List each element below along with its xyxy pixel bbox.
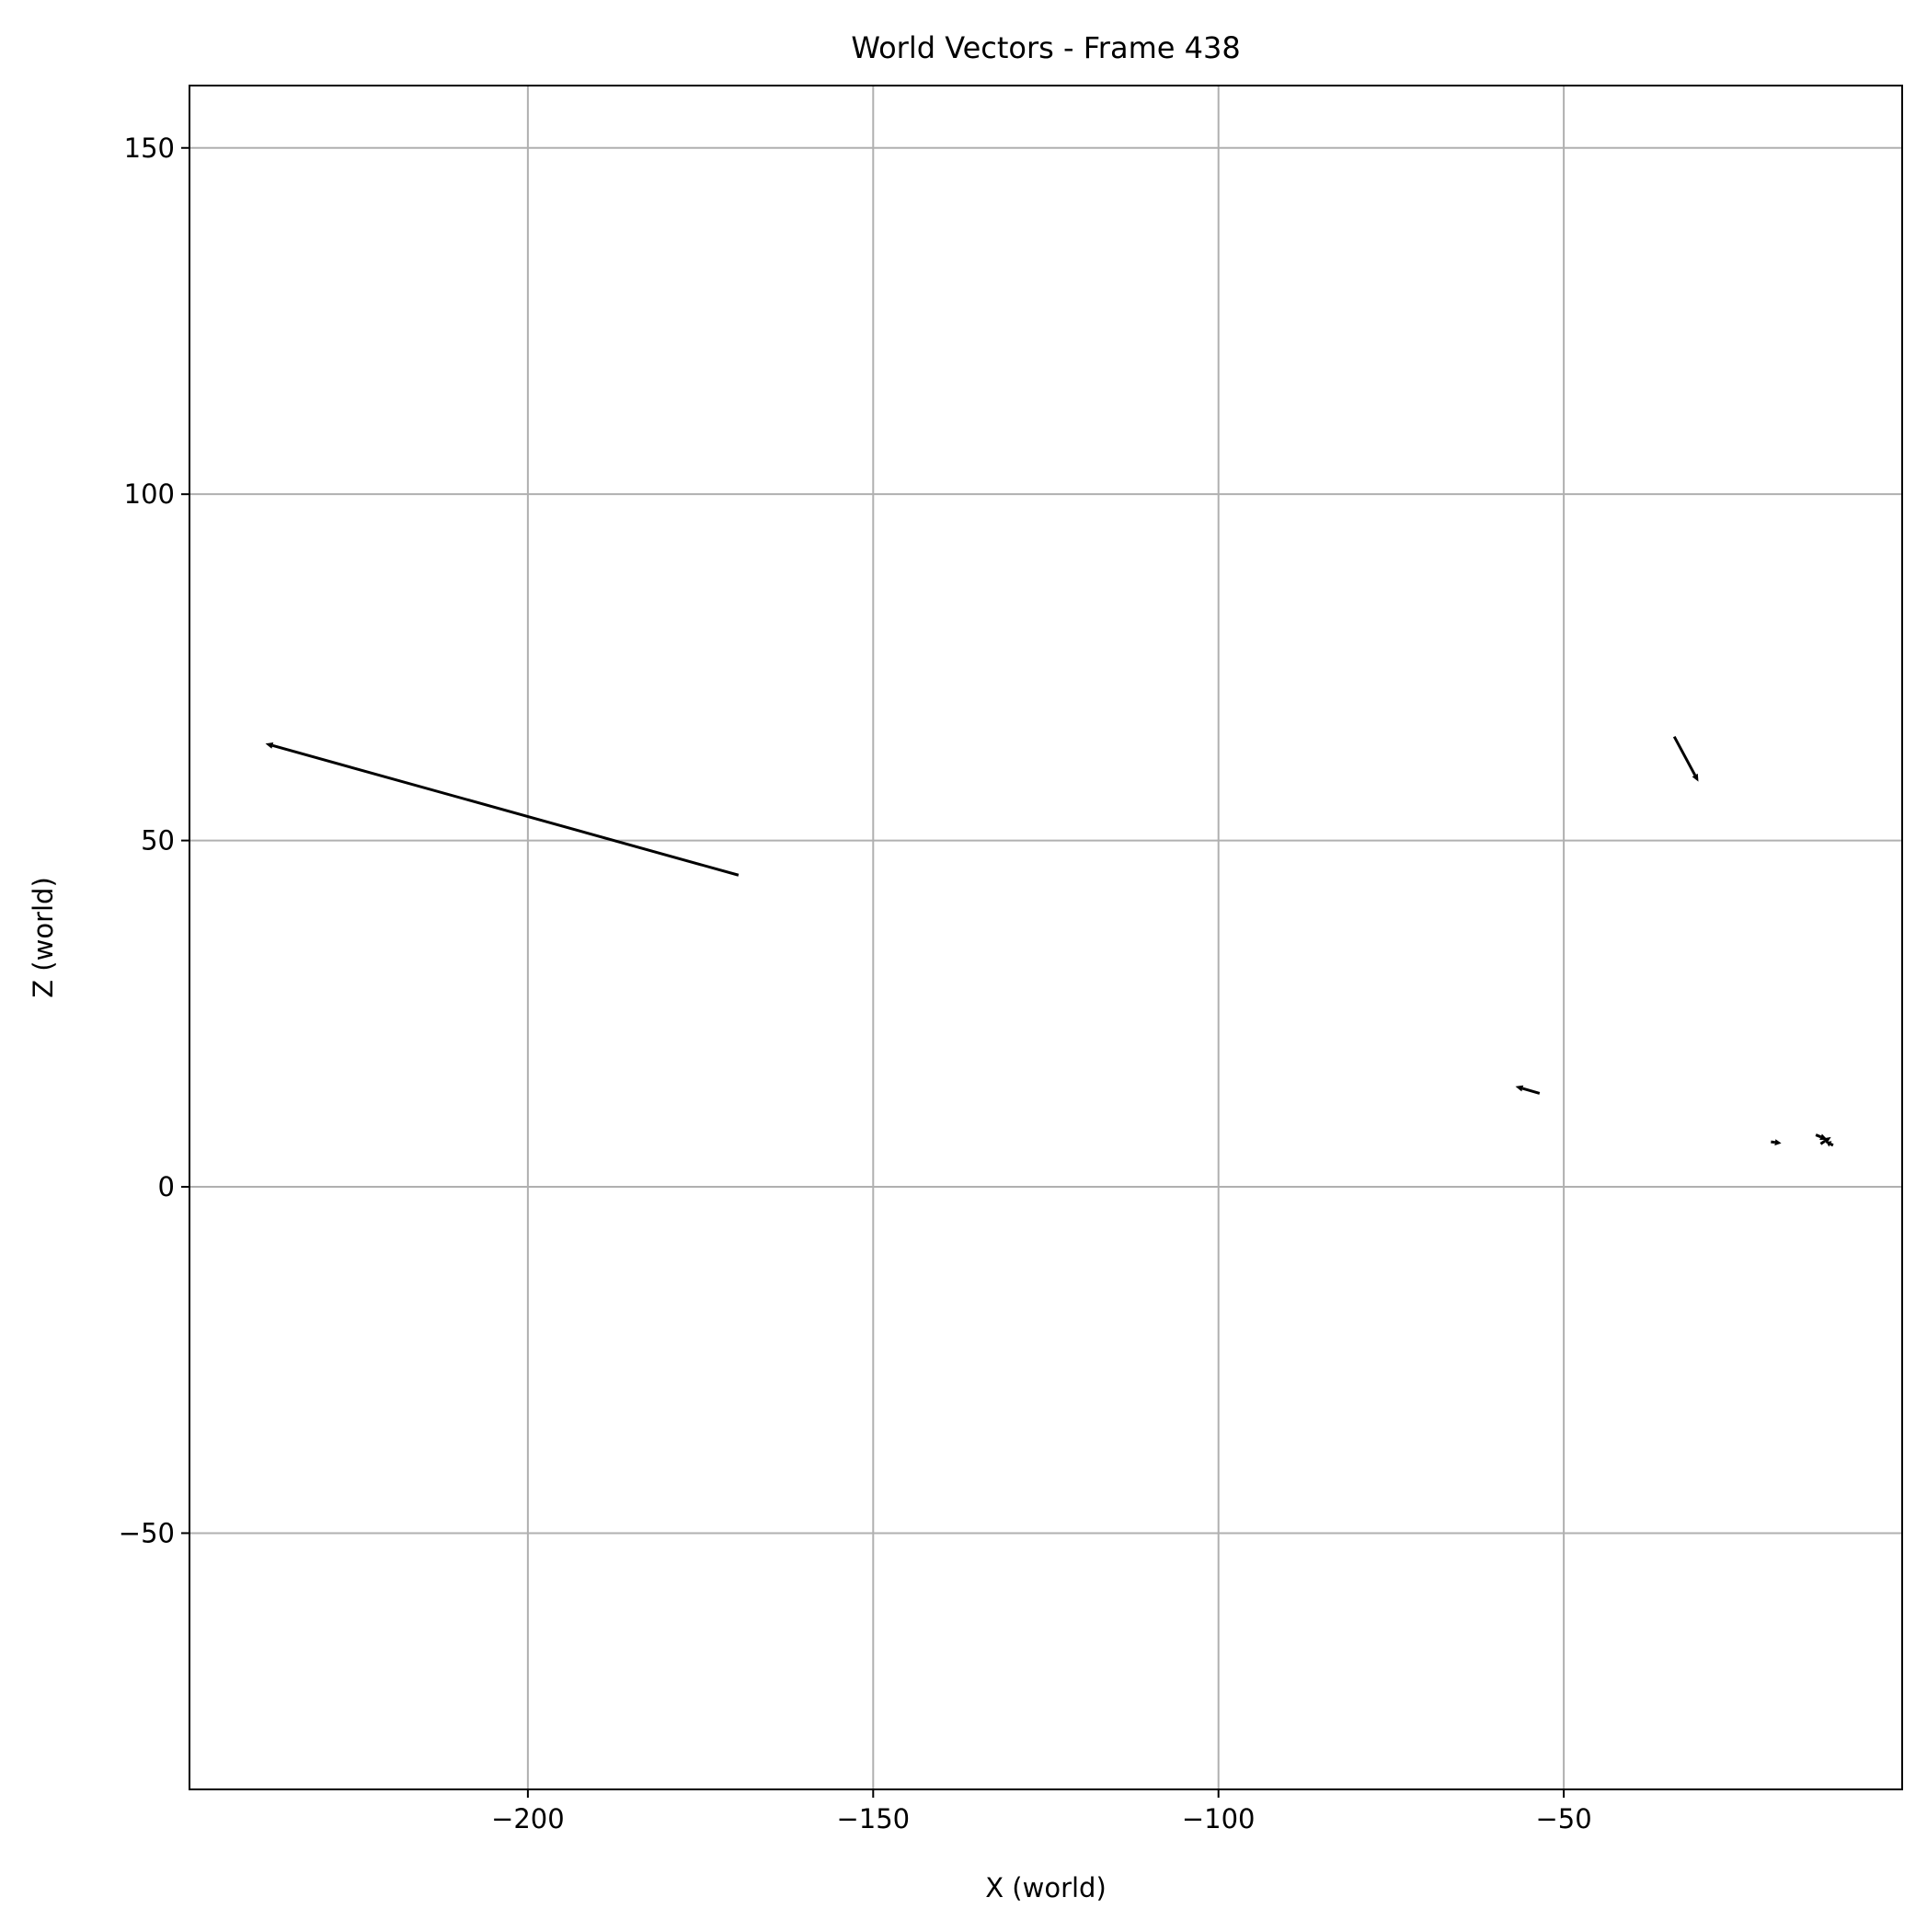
vector-arrow [1826, 1141, 1834, 1147]
plot-frame [189, 85, 1903, 1790]
y-tick-label: 100 [124, 478, 175, 510]
plot-area-background [189, 86, 1902, 1789]
vector-shaft [1672, 735, 1697, 776]
x-tick-label: −150 [836, 1803, 910, 1834]
vector-shaft [1819, 1140, 1826, 1145]
vector-shaft [1815, 1133, 1822, 1139]
y-tick-label: 0 [158, 1171, 175, 1202]
y-tick-label: 50 [141, 825, 175, 857]
vector-head [1826, 1141, 1832, 1147]
grid [189, 86, 1902, 1789]
vector-head [1774, 1139, 1782, 1146]
x-axis-label: X (world) [985, 1872, 1107, 1903]
x-tick-label: −100 [1182, 1803, 1256, 1834]
vector-shaft [1521, 1087, 1541, 1095]
vector-shaft [1830, 1143, 1834, 1147]
vector-head [1692, 773, 1699, 782]
x-tick-label: −200 [491, 1803, 565, 1834]
y-tick-label: −50 [119, 1517, 175, 1548]
vector-head [265, 742, 274, 749]
chart-title: World Vectors - Frame 438 [851, 30, 1240, 65]
x-tick-label: −50 [1536, 1803, 1592, 1834]
vector-arrow [265, 742, 740, 877]
y-axis-label: Z (world) [28, 877, 59, 998]
vector-shaft [1771, 1140, 1776, 1144]
vectors [265, 735, 1834, 1147]
vector-head [1823, 1136, 1831, 1144]
vector-arrow [1672, 735, 1699, 782]
y-tick-label: 150 [124, 132, 175, 164]
vector-arrow [1771, 1139, 1782, 1146]
vector-shaft [271, 743, 740, 877]
vector-head [1515, 1085, 1524, 1092]
vector-arrow [1515, 1085, 1541, 1095]
ticks: −200 −150 −100 −50 −50 0 50 100 150 [119, 132, 1592, 1834]
vector-arrow [1819, 1136, 1831, 1145]
